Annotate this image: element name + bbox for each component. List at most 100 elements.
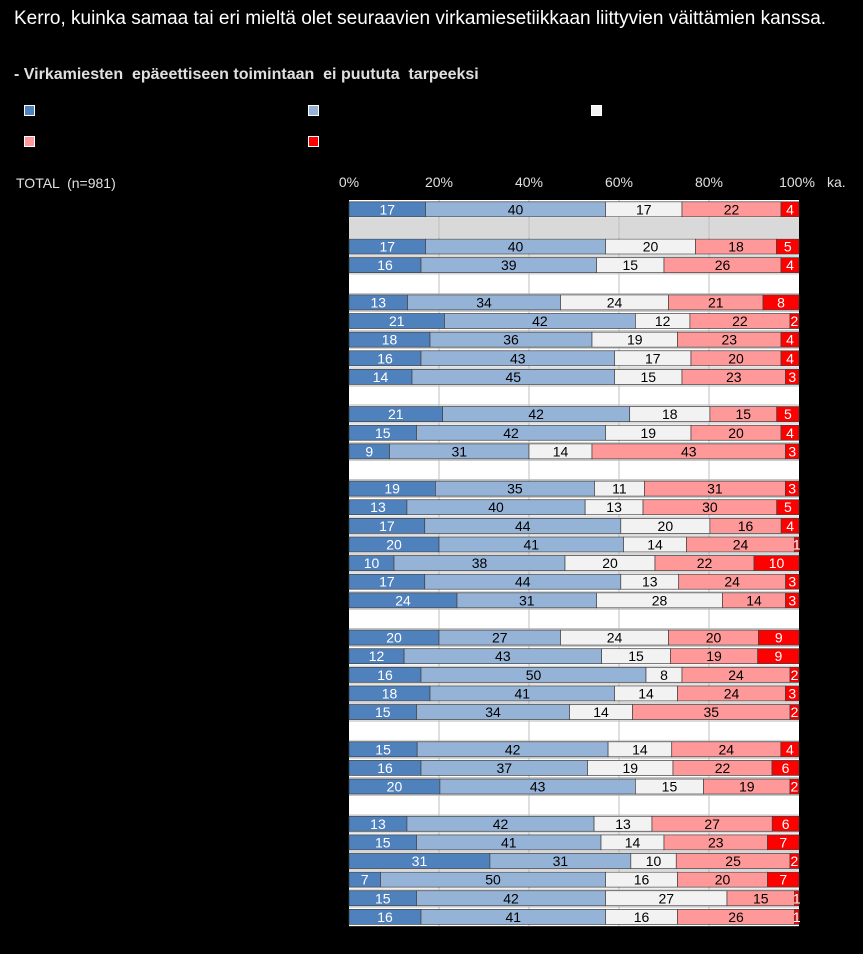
data-label: 19 <box>706 648 722 664</box>
data-label: 24 <box>395 592 411 608</box>
x-tick-label: 100% <box>779 174 815 190</box>
data-label: 14 <box>625 834 641 850</box>
data-label: 21 <box>388 406 404 422</box>
data-label: 17 <box>645 350 661 366</box>
data-label: 17 <box>379 574 395 590</box>
data-label: 2 <box>791 779 799 795</box>
data-label: 41 <box>505 909 521 925</box>
data-label: 42 <box>505 741 521 757</box>
data-label: 20 <box>706 630 722 646</box>
legend-swatch-1 <box>24 105 35 116</box>
bar-segment <box>789 666 800 683</box>
data-label: 3 <box>788 685 796 701</box>
bar-segment <box>767 834 800 851</box>
row-band <box>349 721 799 740</box>
legend-swatch-2 <box>308 105 319 116</box>
data-label: 18 <box>728 239 744 255</box>
data-label: 16 <box>377 350 393 366</box>
bar-segment <box>789 704 800 720</box>
data-label: 1 <box>793 890 801 906</box>
data-label: 20 <box>643 239 659 255</box>
data-label: 4 <box>786 332 794 348</box>
bar-segment <box>785 480 800 497</box>
data-label: 15 <box>622 257 638 273</box>
bar-segment <box>780 517 800 534</box>
data-label: 24 <box>607 630 623 646</box>
data-label: 21 <box>389 313 405 329</box>
data-label: 22 <box>715 760 731 776</box>
data-label: 12 <box>655 313 671 329</box>
chart-subtitle: - Virkamiesten epäeettiseen toimintaan e… <box>14 66 479 83</box>
bar-segment <box>767 871 800 888</box>
data-label: 8 <box>777 294 785 310</box>
data-label: 24 <box>733 536 749 552</box>
x-tick-label: 80% <box>694 174 724 190</box>
data-label: 3 <box>788 481 796 497</box>
data-label: 13 <box>642 574 658 590</box>
bar-segment <box>762 294 800 311</box>
data-label: 27 <box>492 630 508 646</box>
data-label: 35 <box>507 481 523 497</box>
data-label: 36 <box>503 332 519 348</box>
row-band <box>349 274 799 294</box>
data-label: 7 <box>779 834 787 850</box>
data-label: 20 <box>728 425 744 441</box>
bar-segment <box>789 313 800 329</box>
unit-label: ka. <box>827 174 846 190</box>
bar-segment <box>785 443 800 460</box>
data-label: 16 <box>377 760 393 776</box>
data-label: 34 <box>476 294 492 310</box>
data-label: 20 <box>386 630 402 646</box>
data-label: 5 <box>784 499 792 515</box>
data-label: 4 <box>786 518 794 534</box>
data-label: 9 <box>775 630 783 646</box>
data-label: 23 <box>708 834 724 850</box>
legend-swatch-5 <box>308 136 319 147</box>
data-label: 16 <box>377 667 393 683</box>
bar-segment <box>780 257 800 274</box>
data-label: 26 <box>728 909 744 925</box>
data-label: 4 <box>786 741 794 757</box>
data-label: 2 <box>791 313 799 329</box>
data-label: 4 <box>786 257 794 273</box>
data-label: 15 <box>628 648 644 664</box>
data-label: 24 <box>728 667 744 683</box>
data-label: 43 <box>530 779 546 795</box>
data-label: 23 <box>726 369 742 385</box>
data-label: 20 <box>658 518 674 534</box>
data-label: 20 <box>602 555 618 571</box>
data-label: 10 <box>769 555 785 571</box>
data-label: 19 <box>622 760 638 776</box>
data-label: 13 <box>370 816 386 832</box>
data-label: 24 <box>607 294 623 310</box>
data-label: 4 <box>786 201 794 217</box>
data-label: 15 <box>662 779 678 795</box>
data-label: 13 <box>606 499 622 515</box>
bar-segment <box>789 778 800 795</box>
data-label: 39 <box>501 257 517 273</box>
data-label: 7 <box>361 872 369 888</box>
data-label: 1 <box>793 536 801 552</box>
data-label: 34 <box>485 704 501 720</box>
data-label: 42 <box>532 313 548 329</box>
data-label: 3 <box>788 443 796 459</box>
data-label: 13 <box>370 499 386 515</box>
row-band <box>349 460 799 480</box>
data-label: 4 <box>786 425 794 441</box>
data-label: 45 <box>505 369 521 385</box>
data-label: 21 <box>708 294 724 310</box>
data-label: 42 <box>493 816 509 832</box>
bar-segment <box>753 555 800 571</box>
data-label: 11 <box>612 481 627 497</box>
row-band <box>349 795 799 815</box>
bar-segment <box>785 369 800 385</box>
bar-segment <box>785 685 800 702</box>
legend-swatch-3 <box>591 105 602 116</box>
data-label: 3 <box>788 592 796 608</box>
bar-segment <box>794 909 800 925</box>
x-tick-label: 60% <box>604 174 634 190</box>
data-label: 14 <box>746 592 762 608</box>
data-label: 37 <box>496 760 512 776</box>
bar-segment <box>780 331 800 348</box>
